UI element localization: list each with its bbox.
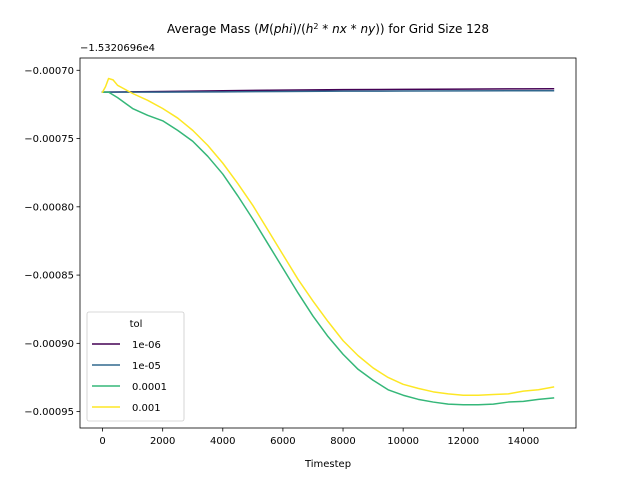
- x-tick-label: 4000: [210, 436, 235, 447]
- series-line-1e-06: [101, 87, 555, 93]
- legend-entry: 0.0001: [132, 382, 167, 393]
- legend-entry: 1e-05: [132, 361, 161, 372]
- y-tick-label: −0.00090: [24, 339, 74, 350]
- chart-title: Average Mass (M(phi)/(h2 * nx * ny)) for…: [167, 22, 489, 37]
- legend: tol 1e-06 1e-05 0.0001 0.001: [86, 311, 185, 422]
- series-line-0.001: [101, 77, 555, 396]
- title-segment: nx: [332, 22, 348, 36]
- legend-entry: 0.001: [132, 403, 161, 414]
- series-line-1e-05: [101, 90, 555, 93]
- title-segment: *: [347, 22, 361, 36]
- x-tick-label: 10000: [387, 436, 419, 447]
- x-tick-label: 12000: [447, 436, 479, 447]
- legend-box: [86, 311, 185, 422]
- title-segment: 2: [313, 22, 318, 31]
- x-tick-label: 2000: [150, 436, 175, 447]
- y-tick-label: −0.00080: [24, 202, 74, 213]
- plot-area: [101, 77, 555, 406]
- legend-entry: 1e-06: [132, 340, 161, 351]
- y-offset-label: −1.5320696e4: [80, 43, 155, 54]
- x-tick-label: 14000: [507, 436, 539, 447]
- title-segment: )/(: [292, 22, 305, 36]
- title-segment: ny: [360, 22, 376, 36]
- title-segment: (: [269, 22, 274, 36]
- title-segment: h: [306, 22, 314, 36]
- x-tick-label: 0: [99, 436, 105, 447]
- y-tick-label: −0.00085: [24, 271, 74, 282]
- series-line-0.0001: [101, 91, 555, 406]
- y-tick-label: −0.00095: [24, 407, 74, 418]
- legend-title: tol: [130, 319, 143, 330]
- title-segment: *: [318, 22, 332, 36]
- y-axis: −0.00070 −0.00075 −0.00080 −0.00085 −0.00090…: [24, 66, 80, 418]
- title-segment: M: [259, 22, 270, 36]
- y-tick-label: −0.00070: [24, 66, 74, 77]
- x-axis: 0 2000 4000 6000 8000 10000 12000 14000: [99, 428, 539, 447]
- x-tick-label: 8000: [330, 436, 355, 447]
- x-tick-label: 6000: [270, 436, 295, 447]
- title-segment: phi: [273, 22, 293, 36]
- y-tick-label: −0.00075: [24, 134, 74, 145]
- title-segment: )) for Grid Size 128: [375, 22, 489, 36]
- title-segment: Average Mass (: [167, 22, 259, 36]
- axes-frame: [79, 57, 577, 429]
- x-axis-label: Timestep: [304, 459, 351, 470]
